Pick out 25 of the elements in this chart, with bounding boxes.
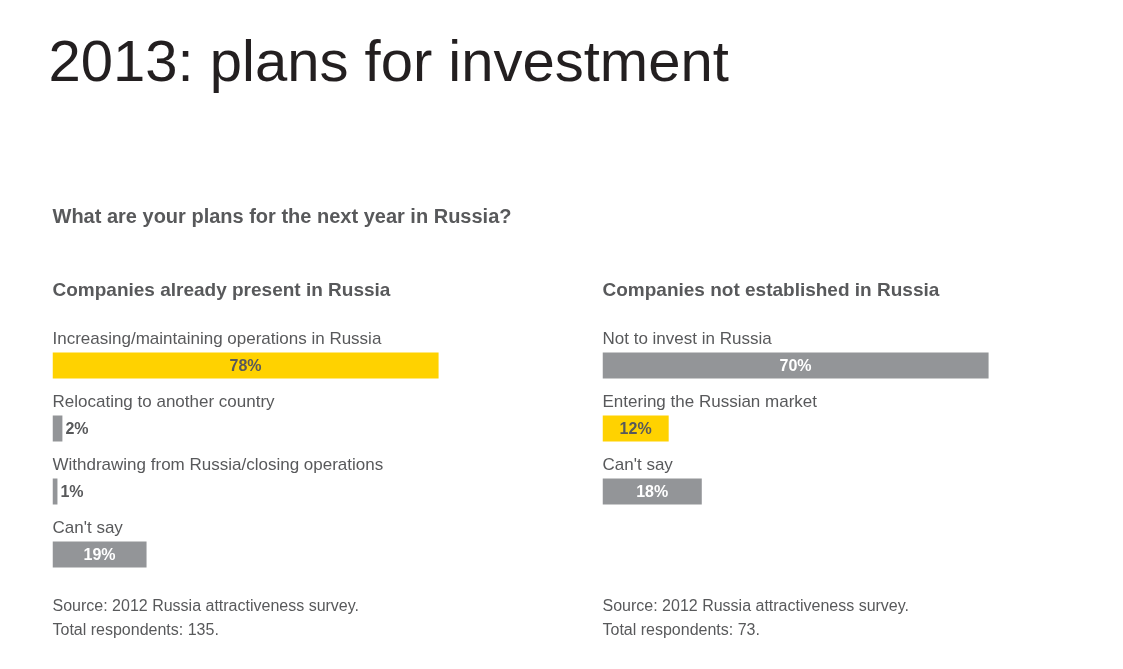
data-label: 2% bbox=[65, 420, 89, 437]
source-note: Source: 2012 Russia attractiveness survey. bbox=[602, 597, 910, 614]
y-tick-label: Withdrawing from Russia/closing operations bbox=[52, 455, 384, 474]
text: Total respondents: 135. bbox=[52, 621, 219, 638]
source-note: Source: 2012 Russia attractiveness survey. bbox=[52, 597, 360, 614]
text: 2013: plans for investment bbox=[48, 28, 729, 93]
chart-title: Companies already present in Russia bbox=[52, 279, 391, 300]
y-tick-label: Not to invest in Russia bbox=[602, 329, 773, 348]
data-label: 18% bbox=[636, 483, 669, 500]
y-tick-label: Increasing/maintaining operations in Russia bbox=[52, 329, 382, 348]
bar bbox=[52, 415, 63, 442]
bar bbox=[52, 352, 439, 379]
text: Total respondents: 73. bbox=[602, 621, 760, 638]
chart-title: Companies not established in Russia bbox=[602, 279, 940, 300]
data-label: 12% bbox=[619, 420, 652, 437]
bar bbox=[52, 541, 147, 568]
data-label: 1% bbox=[60, 483, 84, 500]
y-tick-label: Can't say bbox=[52, 518, 124, 537]
data-label: 78% bbox=[229, 357, 262, 374]
data-label: 19% bbox=[83, 546, 116, 563]
y-tick-label: Relocating to another country bbox=[52, 392, 276, 411]
y-tick-label: Entering the Russian market bbox=[602, 392, 818, 411]
text: What are your plans for the next year in Russia? bbox=[52, 204, 512, 227]
data-label: 70% bbox=[779, 357, 812, 374]
y-tick-label: Can't say bbox=[602, 455, 674, 474]
